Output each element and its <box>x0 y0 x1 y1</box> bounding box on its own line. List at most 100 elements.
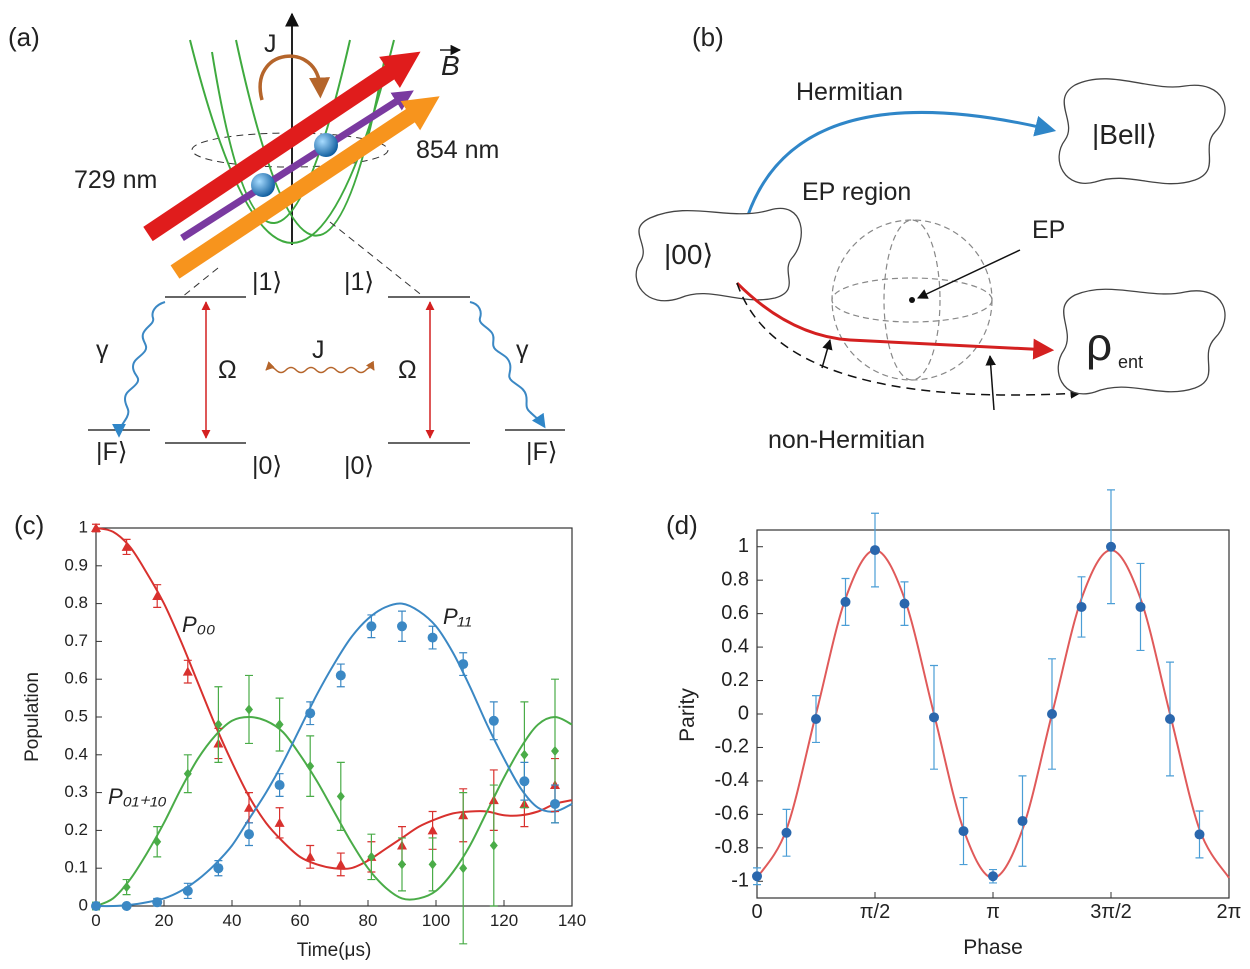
data-point <box>398 859 406 870</box>
initial-blob <box>635 207 802 302</box>
x-tick-label: 20 <box>155 911 174 930</box>
x-tick-label: 60 <box>291 911 310 930</box>
trap-potential <box>235 39 385 237</box>
y-tick-label: -0.4 <box>715 769 749 791</box>
data-point <box>1106 541 1116 552</box>
x-tick-label: 80 <box>359 911 378 930</box>
y-tick-label: 0.8 <box>721 568 749 590</box>
y-tick-label: 0 <box>79 895 88 914</box>
data-point <box>519 776 530 787</box>
series-label: P₀₁₊₁₀ <box>108 784 167 809</box>
non-hermitian-path <box>735 281 1055 360</box>
field-label: B <box>441 50 460 81</box>
series-label: P₀₀ <box>182 612 215 637</box>
y-tick-label: 0.2 <box>721 669 749 691</box>
path-label: non-Hermitian <box>768 426 925 454</box>
data-point <box>121 901 132 911</box>
ion <box>251 173 275 197</box>
y-tick-label: 1 <box>738 535 749 557</box>
data-point <box>183 768 192 779</box>
data-point <box>121 541 132 551</box>
state-label: |Bell⟩ <box>1092 119 1157 150</box>
data-point <box>367 851 376 862</box>
x-tick-label: 100 <box>422 911 450 930</box>
state-label: |F⟩ <box>526 438 558 466</box>
data-point <box>91 901 101 911</box>
data-point <box>336 791 345 802</box>
x-tick-label: 140 <box>558 911 586 930</box>
bell-blob <box>1058 78 1226 185</box>
decay-wave <box>469 301 546 429</box>
data-point <box>929 712 939 723</box>
data-point <box>488 715 499 726</box>
y-axis-label: Population <box>22 672 43 762</box>
wavelength-label: 854 nm <box>416 136 499 164</box>
panel-label: (d) <box>666 510 698 540</box>
data-point <box>427 632 438 643</box>
y-tick-label: 0.2 <box>64 820 88 839</box>
x-tick-label: 120 <box>490 911 518 930</box>
data-point <box>458 659 469 670</box>
data-point <box>152 897 163 908</box>
panel-b: (b) Hermitian |Bell⟩ EP region EP |00⟩ ρ… <box>635 22 1226 454</box>
data-point <box>397 621 407 632</box>
ep-label: EP <box>1032 216 1065 244</box>
data-point <box>520 749 529 760</box>
data-point <box>274 780 285 791</box>
y-tick-label: 1 <box>79 517 88 536</box>
data-point <box>306 761 315 772</box>
laser-729 <box>143 51 421 242</box>
hermitian-path <box>746 110 1057 216</box>
data-point <box>335 670 346 681</box>
state-label: |00⟩ <box>664 239 713 270</box>
plot-frame <box>95 527 573 907</box>
coupling-arrow <box>258 54 331 101</box>
x-tick-label: 40 <box>223 911 242 930</box>
data-point <box>244 802 254 812</box>
region-label: EP region <box>802 178 911 206</box>
data-point <box>781 827 792 838</box>
coupling-label: J <box>264 30 277 58</box>
state-label: |1⟩ <box>252 268 282 296</box>
data-point <box>1165 714 1175 725</box>
rabi-label: Ω <box>398 356 417 384</box>
data-point <box>335 859 346 869</box>
dashed-guide <box>329 221 425 298</box>
x-tick-label: 0 <box>91 911 100 930</box>
x-axis-label: Time(μs) <box>297 940 372 961</box>
data-point <box>122 882 131 893</box>
data-point <box>840 596 851 607</box>
data-point <box>153 836 162 847</box>
x-axis-label: Phase <box>963 936 1023 959</box>
y-tick-label: 0.4 <box>64 744 88 763</box>
data-point <box>1017 816 1028 827</box>
rabi-label: Ω <box>218 356 237 384</box>
data-point <box>305 708 316 719</box>
data-point <box>275 719 284 730</box>
panel-a: (a) J B 729 nm 854 nm γ γ Ω J Ω |1⟩ |1⟩ … <box>8 12 565 480</box>
x-tick-label: π <box>986 901 1000 923</box>
data-point <box>811 714 821 725</box>
data-point <box>870 545 880 556</box>
state-label: |1⟩ <box>344 268 374 296</box>
final-blob <box>1057 288 1226 395</box>
data-point <box>214 719 223 730</box>
data-point <box>427 825 438 835</box>
ep-sphere <box>831 219 993 381</box>
state-label: ρ <box>1086 318 1112 370</box>
state-subscript: ent <box>1118 352 1143 372</box>
panel-label: (c) <box>14 510 44 540</box>
data-point <box>305 851 316 861</box>
decay-wave <box>112 301 166 438</box>
y-tick-label: -0.2 <box>715 736 749 758</box>
x-tick-label: 3π/2 <box>1090 901 1132 923</box>
plot-frame <box>756 529 1230 899</box>
laser-854 <box>170 96 440 279</box>
data-point <box>274 817 285 827</box>
fit-curve <box>95 527 573 870</box>
data-point <box>245 704 253 715</box>
dashed-guide <box>181 267 219 298</box>
fit-curve <box>95 715 573 907</box>
data-point <box>1135 601 1146 612</box>
coupling-label: J <box>312 336 325 364</box>
